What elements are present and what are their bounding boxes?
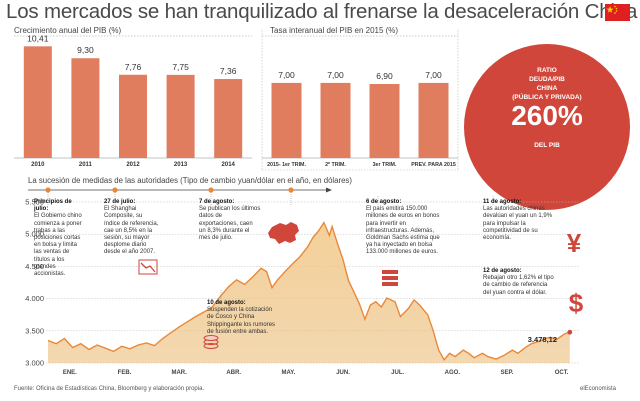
line-series [47, 221, 571, 362]
bar-value-label: 10,41 [27, 33, 49, 43]
note-11-august: 11 de agosto: Las autoridades chinas dev… [483, 199, 553, 242]
line-section-title: La sucesión de medidas de las autoridade… [28, 176, 352, 185]
bar-category-label: 2º TRIM. [325, 162, 346, 168]
bar-1-2 [369, 83, 400, 158]
note-7-august: 7 de agosto: Se publican los últimos dat… [199, 199, 261, 242]
bar-category-label: PREV. PARA 2015 [411, 162, 456, 168]
chart-down-icon [138, 259, 158, 275]
bar-0-3 [166, 74, 195, 158]
bar-value-label: 7,75 [172, 62, 189, 72]
dollar-icon: $ [569, 288, 584, 318]
brand-credit: elEconomista [580, 386, 617, 392]
bar-value-label: 7,76 [125, 62, 142, 72]
coin-stack-icon [203, 335, 219, 349]
bar-category-label: 2012 [126, 162, 140, 168]
source-footnote: Fuente: Oficina de Estadísticas China, B… [14, 386, 205, 392]
bar-category-label: 3er TRIM. [373, 162, 397, 168]
bar-value-label: 9,30 [77, 45, 94, 55]
note-date: Principios de julio: [34, 199, 72, 213]
y-tick-label: 3.000 [25, 359, 44, 368]
note-10-august: 10 de agosto: Suspenden la cotización de… [207, 300, 279, 336]
note-text: El país emitirá 150.000 millones de euro… [366, 206, 440, 256]
bar-value-label: 7,36 [220, 66, 237, 76]
ratio-header: RATIO DEUDA/PIB CHINA (PÚBLICA Y PRIVADA… [464, 66, 630, 102]
note-text: Rebajan otro 1,62% el tipo de cambio de … [483, 275, 554, 296]
note-date: 7 de agosto: [199, 199, 235, 205]
y-tick-label: 3.500 [25, 326, 44, 335]
x-tick-label: OCT. [555, 370, 569, 376]
x-tick-label: ENE. [63, 370, 77, 376]
x-tick-label: ABR. [226, 370, 241, 376]
note-text: Suspenden la cotización de Cosco y China… [207, 307, 276, 335]
gdp-bar-charts: 10,41 2010 9,30 2011 7,76 2012 7,75 2013 7,36 201… [14, 30, 459, 171]
timeline-arrow [326, 187, 332, 193]
x-tick-label: JUL. [391, 370, 404, 376]
bar-1-1 [320, 82, 351, 158]
note-6-august: 6 de agosto: El país emitirá 150.000 mil… [366, 199, 444, 257]
x-tick-label: MAR. [171, 370, 187, 376]
bar-1-0 [271, 82, 302, 158]
y-tick-label: 4.000 [25, 294, 44, 303]
ratio-line2: DEUDA/PIB [529, 76, 565, 83]
page-title: Los mercados se han tranquilizado al fre… [6, 0, 638, 23]
x-tick-label: SEP. [501, 370, 514, 376]
bar-0-1 [71, 58, 100, 159]
note-date: 11 de agosto: [483, 199, 522, 205]
note-date: 6 de agosto: [366, 199, 402, 205]
bar-0-2 [119, 74, 147, 158]
timeline-markers [45, 187, 294, 193]
bar-value-label: 7,00 [278, 70, 295, 80]
china-flag-icon [605, 4, 630, 21]
bar-0-4 [214, 79, 243, 158]
note-date: 12 de agosto: [483, 268, 522, 274]
note-27-july: 27 de julio: El Shanghai Composite, su í… [104, 199, 159, 257]
x-tick-label: FEB. [118, 370, 132, 376]
bar-category-label: 2010 [31, 162, 45, 168]
ratio-line1: RATIO [537, 67, 557, 74]
bar-value-label: 7,00 [327, 70, 344, 80]
x-tick-label: AGO. [445, 370, 461, 376]
x-tick-label: JUN. [336, 370, 350, 376]
note-text: El Gobierno chino comienza a poner traba… [34, 213, 82, 278]
note-date: 10 de agosto: [207, 300, 246, 306]
bar-category-label: 2011 [79, 162, 93, 168]
note-text: Las autoridades chinas devalúan el yuan … [483, 206, 553, 242]
ratio-line3: CHINA [536, 85, 558, 92]
bar-category-label: 2015- 1er TRIM. [267, 162, 306, 168]
bar-category-label: 2013 [174, 162, 188, 168]
china-map-icon [268, 222, 299, 244]
y-tick-label: 4.500 [25, 262, 44, 271]
last-value-label: 3.478,12 [528, 335, 557, 344]
gdp-section-title: Crecimiento anual del PIB (%) [14, 26, 122, 35]
bonds-icon [382, 270, 398, 286]
note-12-august: 12 de agosto: Rebajan otro 1,62% el tipo… [483, 268, 555, 297]
bar-0-0 [23, 46, 52, 159]
ratio-footer: DEL PIB [534, 142, 560, 149]
last-value-marker [567, 329, 573, 335]
y-tick-label: 5.000 [25, 230, 44, 239]
bar-value-label: 7,00 [425, 70, 442, 80]
note-text: Se publican los últimos datos de exporta… [199, 206, 261, 242]
yuan-icon: ¥ [567, 228, 582, 258]
y-tick-label: 5.500 [25, 198, 44, 207]
note-date: 27 de julio: [104, 199, 136, 205]
x-tick-label: MAY. [282, 370, 296, 376]
debt-ratio-badge: RATIO DEUDA/PIB CHINA (PÚBLICA Y PRIVADA… [464, 44, 630, 210]
ratio-value: 260% [511, 100, 583, 131]
bar-1-3 [418, 82, 449, 158]
note-early-july: Principios de julio: El Gobierno chino c… [34, 199, 86, 278]
bar-category-label: 2014 [222, 162, 236, 168]
bar-value-label: 6,90 [376, 71, 393, 81]
ratio-line4: (PÚBLICA Y PRIVADA) [512, 94, 582, 101]
note-text: El Shanghai Composite, su índice de refe… [104, 206, 159, 256]
quarterly-section-title: Tasa interanual del PIB en 2015 (%) [270, 26, 399, 35]
